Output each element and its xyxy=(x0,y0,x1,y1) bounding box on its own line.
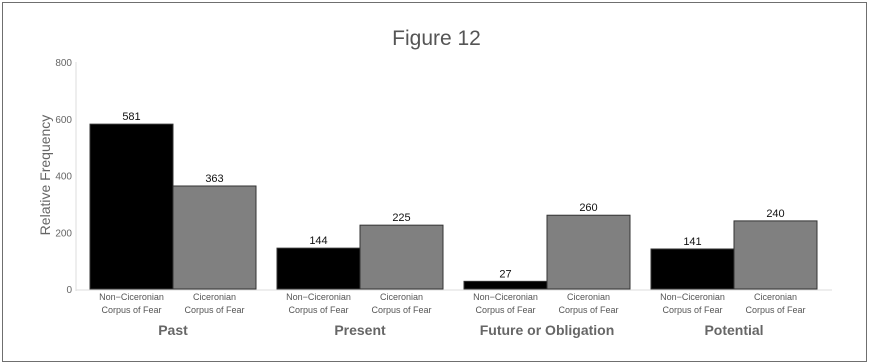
data-label: 27 xyxy=(499,268,511,280)
bar-chart: 0 200 400 600 800 581 Non−Ciceronian Corpus of… xyxy=(37,58,832,338)
category-label: Ciceronian xyxy=(380,292,423,302)
category-label: Corpus of Fear xyxy=(371,305,431,315)
bar xyxy=(463,280,548,290)
group-label: Present xyxy=(334,322,386,338)
category-label: Corpus of Fear xyxy=(662,305,722,315)
y-tick-label: 0 xyxy=(66,285,72,296)
group-label: Potential xyxy=(704,322,763,338)
data-label: 260 xyxy=(579,202,597,214)
bar xyxy=(650,248,735,290)
bar xyxy=(733,220,818,290)
group-label: Past xyxy=(158,322,188,338)
data-label: 363 xyxy=(205,173,223,185)
bar xyxy=(546,214,631,290)
category-label: Corpus of Fear xyxy=(558,305,618,315)
data-label: 225 xyxy=(392,212,410,224)
category-label: Non−Ciceronian xyxy=(473,292,538,302)
category-label: Corpus of Fear xyxy=(184,305,244,315)
y-tick-label: 600 xyxy=(55,115,72,126)
y-axis-label: Relative Frequency xyxy=(37,115,53,236)
data-label: 240 xyxy=(766,208,784,220)
bar xyxy=(359,224,444,290)
bar xyxy=(172,185,257,290)
data-label: 141 xyxy=(683,236,701,248)
y-tick-label: 200 xyxy=(55,228,72,239)
bar xyxy=(276,247,361,290)
category-label: Corpus of Fear xyxy=(288,305,348,315)
category-label: Ciceronian xyxy=(567,292,610,302)
category-label: Non−Ciceronian xyxy=(660,292,725,302)
category-label: Non−Ciceronian xyxy=(99,292,164,302)
y-tick-label: 400 xyxy=(55,172,72,183)
data-label: 581 xyxy=(122,111,140,123)
category-label: Corpus of Fear xyxy=(475,305,535,315)
y-tick-label: 800 xyxy=(55,58,72,69)
data-label: 144 xyxy=(309,235,327,247)
chart-title: Figure 12 xyxy=(392,27,481,50)
bar xyxy=(89,123,174,290)
category-label: Non−Ciceronian xyxy=(286,292,351,302)
category-label: Corpus of Fear xyxy=(745,305,805,315)
category-label: Ciceronian xyxy=(193,292,236,302)
group-label: Future or Obligation xyxy=(480,322,615,338)
category-label: Corpus of Fear xyxy=(101,305,161,315)
category-label: Ciceronian xyxy=(754,292,797,302)
